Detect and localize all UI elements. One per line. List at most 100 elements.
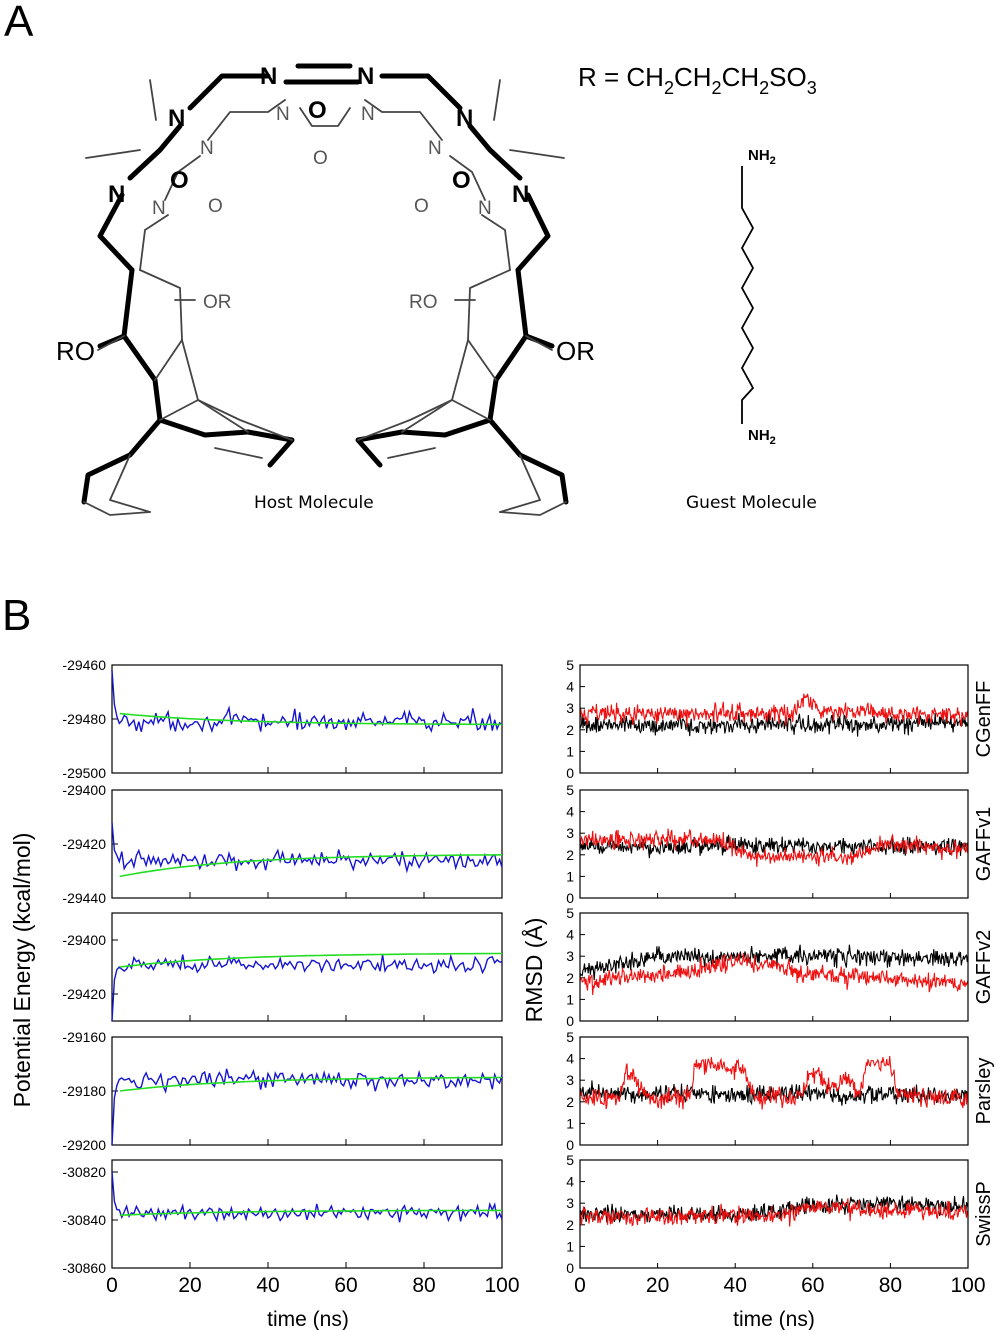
y-tick-label: 3 — [566, 825, 574, 841]
running-average-line — [119, 1076, 502, 1092]
atom-o: O — [170, 167, 189, 194]
y-tick-label: 0 — [566, 1137, 574, 1153]
x-tick-label: 60 — [801, 1274, 824, 1297]
y-tick-label: 2 — [566, 847, 574, 863]
atom-n: N — [512, 181, 529, 208]
atom-n: N — [357, 63, 374, 90]
x-tick-label: 40 — [256, 1274, 279, 1297]
plot-frame — [579, 912, 969, 1022]
rmsd-panel: 0 1 2 3 4 5 GAFFv1 — [566, 782, 995, 906]
or-group: OR — [203, 292, 232, 313]
running-average-line — [119, 952, 502, 968]
black-series-line — [579, 1194, 969, 1224]
atom-n: N — [152, 198, 166, 219]
y-tick-label: 1 — [566, 743, 574, 759]
plot-frame — [111, 1036, 503, 1146]
energy-panel: -29460 -29480 -29500 — [62, 657, 503, 781]
atom-o: O — [313, 148, 328, 169]
x-tick-label: 20 — [646, 1274, 669, 1297]
atom-n: N — [200, 138, 214, 159]
or-group: OR — [556, 336, 595, 366]
y-tick-label: 2 — [566, 1217, 574, 1233]
energy-panel: -29400 -29420 — [62, 912, 503, 1022]
y-tick-label: -29400 — [62, 932, 106, 948]
panel-b-letter: B — [2, 591, 31, 640]
energy-series-line — [111, 670, 503, 734]
y-tick-label: 5 — [566, 782, 574, 798]
force-field-label: Parsley — [973, 1058, 995, 1125]
red-series-line — [579, 1055, 969, 1110]
energy-series-line — [111, 822, 503, 874]
host-molecule-caption: Host Molecule — [254, 493, 374, 513]
ro-group: RO — [56, 336, 95, 366]
running-average-line — [119, 712, 502, 726]
black-series-line — [579, 712, 969, 737]
y-tick-label: -29160 — [62, 1029, 106, 1045]
y-tick-label: 0 — [566, 890, 574, 906]
rmsd-panel: 0 1 2 3 4 5 GAFFv2 — [566, 905, 995, 1029]
plot-frame — [579, 1159, 969, 1269]
atom-n: N — [168, 105, 185, 132]
y-tick-label: -29460 — [62, 657, 106, 673]
amine-top: NH2 — [748, 147, 776, 167]
panel-a-letter: A — [4, 0, 34, 46]
atom-o: O — [208, 196, 223, 217]
y-tick-label: -29180 — [62, 1083, 106, 1099]
atom-n: N — [478, 198, 492, 219]
y-tick-label: 5 — [566, 657, 574, 673]
atom-n: N — [456, 105, 473, 132]
energy-series-line — [111, 953, 503, 1022]
atom-o: O — [414, 196, 429, 217]
y-tick-label: 4 — [566, 927, 574, 943]
rmsd-y-axis-label: RMSD (Å) — [520, 918, 547, 1023]
atom-n: N — [108, 181, 125, 208]
rmsd-panel: 0 1 2 3 4 5 Parsley — [566, 1029, 995, 1153]
y-tick-label: -29480 — [62, 711, 106, 727]
y-tick-label: -29420 — [62, 836, 106, 852]
y-tick-label: -30820 — [62, 1164, 106, 1180]
y-tick-label: -29420 — [62, 986, 106, 1002]
running-average-line — [119, 1209, 502, 1216]
force-field-label: GAFFv1 — [973, 807, 995, 881]
y-tick-label: 3 — [566, 700, 574, 716]
y-tick-label: -29500 — [62, 765, 106, 781]
guest-molecule-caption: Guest Molecule — [686, 493, 817, 513]
energy-panel: -29160 -29180 -29200 — [62, 1029, 503, 1153]
y-tick-label: -29440 — [62, 890, 106, 906]
x-tick-label: 100 — [484, 1274, 519, 1297]
y-tick-label: 5 — [566, 905, 574, 921]
y-tick-label: 3 — [566, 948, 574, 964]
y-tick-label: 2 — [566, 722, 574, 738]
r-group-formula: R = CH2CH2CH2SO3 — [578, 62, 817, 98]
force-field-label: CGenFF — [973, 681, 995, 758]
x-tick-label: 0 — [574, 1274, 586, 1297]
x-tick-label: 80 — [412, 1274, 435, 1297]
x-tick-label: 80 — [879, 1274, 902, 1297]
x-tick-label: 40 — [724, 1274, 747, 1297]
ro-group: RO — [409, 292, 438, 313]
energy-x-axis-label: time (ns) — [267, 1308, 349, 1330]
y-tick-label: 5 — [566, 1152, 574, 1168]
y-tick-label: 4 — [566, 1174, 574, 1190]
x-tick-label: 60 — [334, 1274, 357, 1297]
running-average-line — [119, 854, 503, 878]
y-tick-label: 5 — [566, 1029, 574, 1045]
y-tick-label: 3 — [566, 1072, 574, 1088]
force-field-label: SwissP — [973, 1181, 995, 1247]
y-tick-label: 0 — [566, 1260, 574, 1276]
guest-molecule-structure: NH2 NH2 — [740, 147, 776, 447]
plot-frame — [111, 1159, 503, 1269]
y-tick-label: 0 — [566, 765, 574, 781]
black-series-line — [579, 944, 969, 981]
atom-o: O — [452, 167, 471, 194]
y-tick-label: -30840 — [62, 1212, 106, 1228]
rmsd-panel: 0 1 2 3 4 5 CGenFF — [566, 657, 995, 781]
y-tick-label: 4 — [566, 1051, 574, 1067]
y-tick-label: -30860 — [62, 1260, 106, 1276]
energy-chart-stack: -29460 -29480 -29500 -29400 -29420 -29440 -294… — [62, 657, 519, 1297]
y-tick-label: 1 — [566, 991, 574, 1007]
y-tick-label: 2 — [566, 970, 574, 986]
y-tick-label: 1 — [566, 1238, 574, 1254]
red-series-line — [579, 1198, 969, 1227]
red-series-line — [579, 952, 969, 996]
